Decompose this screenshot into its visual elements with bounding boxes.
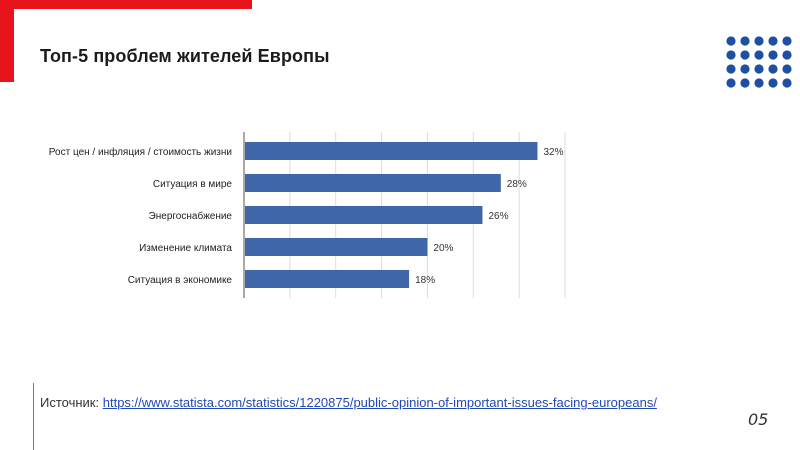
bar <box>245 270 410 288</box>
decor-dot <box>726 64 736 74</box>
category-label: Рост цен / инфляция / стоимость жизни <box>49 146 232 158</box>
side-accent-bar <box>0 0 14 82</box>
source-link[interactable]: https://www.statista.com/statistics/1220… <box>102 395 657 410</box>
decor-dot <box>782 50 792 60</box>
decor-dot <box>768 78 778 88</box>
source-line: Источник: https://www.statista.com/stati… <box>40 395 657 410</box>
top-accent-bar <box>0 0 252 9</box>
decor-dot <box>768 36 778 46</box>
value-label: 32% <box>543 147 563 158</box>
footer-divider <box>33 383 34 450</box>
bar <box>245 206 483 224</box>
decor-dot <box>726 36 736 46</box>
decor-dot <box>726 50 736 60</box>
decor-dot <box>782 64 792 74</box>
decor-dot <box>768 64 778 74</box>
decor-dot <box>740 36 750 46</box>
source-label: Источник: <box>40 395 100 410</box>
value-label: 20% <box>433 243 453 254</box>
decor-dot <box>754 50 764 60</box>
decor-dot <box>726 78 736 88</box>
category-label: Ситуация в экономике <box>128 275 233 286</box>
decor-dot <box>740 64 750 74</box>
decor-dot <box>740 78 750 88</box>
decor-dot <box>782 36 792 46</box>
value-label: 26% <box>488 211 508 222</box>
category-label: Ситуация в мире <box>153 179 233 190</box>
value-label: 18% <box>415 275 435 286</box>
category-label: Энергоснабжение <box>149 210 233 222</box>
category-label: Изменение климата <box>139 243 232 254</box>
decor-dot <box>754 78 764 88</box>
decor-dot <box>754 64 764 74</box>
bar-chart: Рост цен / инфляция / стоимость жизни 32%… <box>49 132 566 298</box>
slide-title: Топ-5 проблем жителей Европы <box>40 46 330 66</box>
decor-dot <box>768 50 778 60</box>
dots-decoration <box>726 36 792 88</box>
decor-dot <box>782 78 792 88</box>
bar <box>245 238 428 256</box>
decor-dot <box>740 50 750 60</box>
bar <box>245 174 501 192</box>
bar <box>245 142 538 160</box>
decor-dot <box>754 36 764 46</box>
value-label: 28% <box>507 179 527 190</box>
page-number: 05 <box>748 410 769 429</box>
